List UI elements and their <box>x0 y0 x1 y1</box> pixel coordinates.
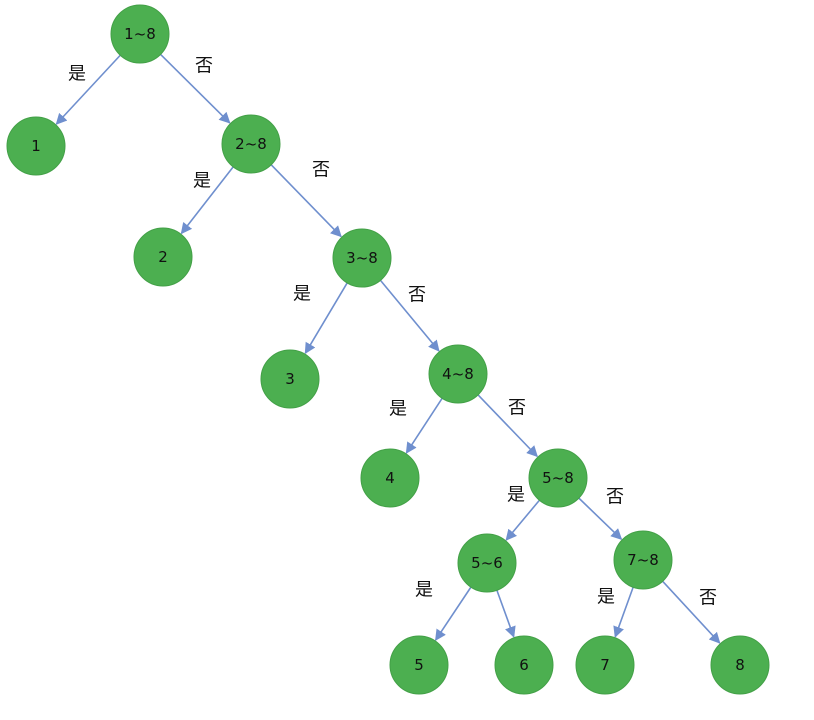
edge-n7-8-to-n7 <box>613 586 634 638</box>
edge-n5-8-to-n7-8 <box>578 497 623 540</box>
tree-node-n2-8: 2~8 <box>221 114 281 174</box>
tree-node-n3: 3 <box>260 349 320 409</box>
node-label: 5 <box>414 656 424 674</box>
node-label: 1 <box>31 137 41 155</box>
node-circle <box>133 227 193 287</box>
node-circle <box>528 448 588 508</box>
edge-n7-8-to-n8 <box>662 580 721 644</box>
tree-node-n7: 7 <box>575 635 635 695</box>
edges-layer <box>55 53 721 644</box>
node-label: 4~8 <box>442 365 474 383</box>
edge-label-yes-n2-8-to-n2: 是 <box>193 171 211 192</box>
edge-label-yes-n1-8-to-n1: 是 <box>68 64 86 85</box>
edge-n5-8-to-n5-6 <box>505 499 541 541</box>
tree-node-n8: 8 <box>710 635 770 695</box>
edge-n1-8-to-n2-8 <box>160 53 231 124</box>
edge-label-no-n4-8-to-n5-8: 否 <box>508 398 526 419</box>
edge-n3-8-to-n4-8 <box>379 279 440 352</box>
node-label: 7 <box>600 656 610 674</box>
node-circle <box>457 533 517 593</box>
edge-label-yes-n5-6-to-n5: 是 <box>415 580 433 601</box>
tree-node-n5-6: 5~6 <box>457 533 517 593</box>
node-circle <box>494 635 554 695</box>
node-circle <box>389 635 449 695</box>
tree-node-n2: 2 <box>133 227 193 287</box>
edge-n3-8-to-n3 <box>304 282 348 355</box>
edge-label-yes-n5-8-to-n5-6: 是 <box>507 485 525 506</box>
edge-n4-8-to-n4 <box>405 397 443 454</box>
node-label: 5~8 <box>542 469 574 487</box>
edge-n2-8-to-n2 <box>180 166 234 235</box>
node-label: 4 <box>385 469 395 487</box>
edge-label-yes-n7-8-to-n7: 是 <box>597 587 615 608</box>
tree-node-n4-8: 4~8 <box>428 344 488 404</box>
edge-n2-8-to-n3-8 <box>270 164 342 238</box>
node-circle <box>221 114 281 174</box>
tree-node-n5: 5 <box>389 635 449 695</box>
node-circle <box>613 530 673 590</box>
node-circle <box>260 349 320 409</box>
node-circle <box>332 228 392 288</box>
edge-label-no-n1-8-to-n2-8: 否 <box>195 56 213 77</box>
edge-label-no-n3-8-to-n4-8: 否 <box>408 285 426 306</box>
tree-node-n6: 6 <box>494 635 554 695</box>
node-label: 8 <box>735 656 745 674</box>
edge-label-yes-n4-8-to-n4: 是 <box>389 399 407 420</box>
edge-label-yes-n3-8-to-n3: 是 <box>293 284 311 305</box>
node-label: 6 <box>519 656 529 674</box>
edge-label-no-n2-8-to-n3-8: 否 <box>312 160 330 181</box>
node-circle <box>428 344 488 404</box>
nodes-layer: 1~8 1 2~8 2 3~8 3 4~8 4 5~8 5~6 7~8 5 6 7 8 <box>6 4 770 695</box>
edge-n5-6-to-n5 <box>434 586 472 641</box>
node-label: 2~8 <box>235 135 267 153</box>
node-circle <box>6 116 66 176</box>
tree-node-n7-8: 7~8 <box>613 530 673 590</box>
node-circle <box>575 635 635 695</box>
node-label: 3~8 <box>346 249 378 267</box>
edge-n5-6-to-n6 <box>496 589 516 638</box>
tree-node-n1: 1 <box>6 116 66 176</box>
node-label: 5~6 <box>471 554 503 572</box>
edge-label-no-n5-8-to-n7-8: 否 <box>606 487 624 508</box>
edge-n1-8-to-n1 <box>55 54 121 125</box>
node-label: 1~8 <box>124 25 156 43</box>
node-circle <box>360 448 420 508</box>
edge-label-no-n7-8-to-n8: 否 <box>699 588 717 609</box>
tree-node-n3-8: 3~8 <box>332 228 392 288</box>
tree-node-n1-8: 1~8 <box>110 4 170 64</box>
tree-node-n5-8: 5~8 <box>528 448 588 508</box>
node-label: 2 <box>158 248 168 266</box>
edge-n4-8-to-n5-8 <box>477 394 538 458</box>
tree-node-n4: 4 <box>360 448 420 508</box>
edge-labels-layer: 是否是否是 否是 否是 否是是否 <box>68 56 717 609</box>
node-label: 7~8 <box>627 551 659 569</box>
node-label: 3 <box>285 370 295 388</box>
node-circle <box>110 4 170 64</box>
node-circle <box>710 635 770 695</box>
